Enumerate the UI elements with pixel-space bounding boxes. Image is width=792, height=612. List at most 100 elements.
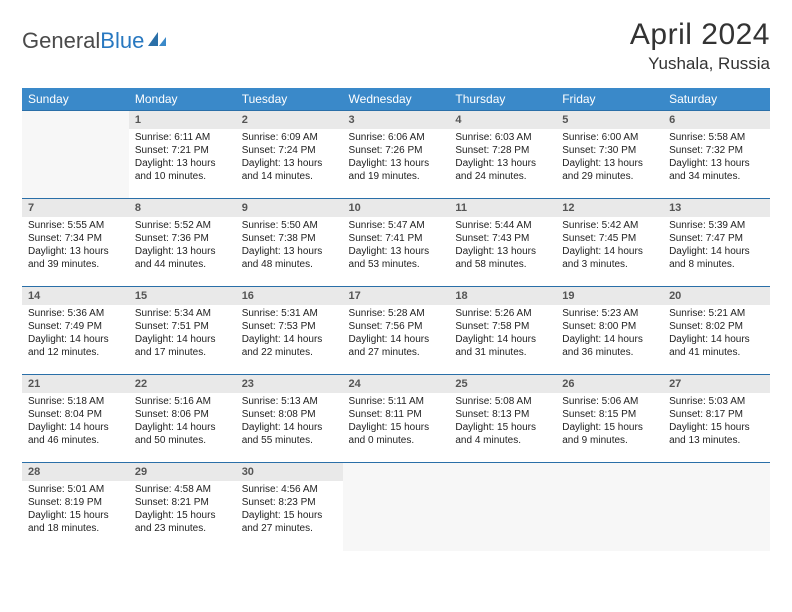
page-title: April 2024: [630, 18, 770, 52]
day-number: 21: [22, 375, 129, 393]
sunset: Sunset: 8:06 PM: [135, 408, 230, 421]
daylight: Daylight: 14 hours and 55 minutes.: [242, 421, 337, 447]
sunset: Sunset: 8:23 PM: [242, 496, 337, 509]
day-number: 20: [663, 287, 770, 305]
calendar-body: 1Sunrise: 6:11 AMSunset: 7:21 PMDaylight…: [22, 111, 770, 551]
sunrise: Sunrise: 5:16 AM: [135, 395, 230, 408]
sunset: Sunset: 7:41 PM: [349, 232, 444, 245]
sunrise: Sunrise: 6:06 AM: [349, 131, 444, 144]
day-number: 13: [663, 199, 770, 217]
sunset: Sunset: 8:19 PM: [28, 496, 123, 509]
sunset: Sunset: 7:45 PM: [562, 232, 657, 245]
daylight: Daylight: 13 hours and 19 minutes.: [349, 157, 444, 183]
day-body: Sunrise: 5:03 AMSunset: 8:17 PMDaylight:…: [663, 393, 770, 451]
sunset: Sunset: 8:21 PM: [135, 496, 230, 509]
sunrise: Sunrise: 5:39 AM: [669, 219, 764, 232]
day-body: Sunrise: 5:08 AMSunset: 8:13 PMDaylight:…: [449, 393, 556, 451]
day-body: Sunrise: 5:01 AMSunset: 8:19 PMDaylight:…: [22, 481, 129, 539]
sunset: Sunset: 7:47 PM: [669, 232, 764, 245]
calendar-table: SundayMondayTuesdayWednesdayThursdayFrid…: [22, 88, 770, 551]
calendar-cell: 28Sunrise: 5:01 AMSunset: 8:19 PMDayligh…: [22, 463, 129, 551]
day-body: Sunrise: 5:36 AMSunset: 7:49 PMDaylight:…: [22, 305, 129, 363]
daylight: Daylight: 14 hours and 3 minutes.: [562, 245, 657, 271]
sunset: Sunset: 8:08 PM: [242, 408, 337, 421]
weekday-header: Friday: [556, 88, 663, 111]
day-number: 25: [449, 375, 556, 393]
daylight: Daylight: 14 hours and 22 minutes.: [242, 333, 337, 359]
sunrise: Sunrise: 5:08 AM: [455, 395, 550, 408]
daylight: Daylight: 14 hours and 8 minutes.: [669, 245, 764, 271]
sunrise: Sunrise: 5:34 AM: [135, 307, 230, 320]
sunrise: Sunrise: 5:52 AM: [135, 219, 230, 232]
daylight: Daylight: 13 hours and 48 minutes.: [242, 245, 337, 271]
sunrise: Sunrise: 5:26 AM: [455, 307, 550, 320]
day-number: 8: [129, 199, 236, 217]
day-number: 27: [663, 375, 770, 393]
day-body: Sunrise: 5:34 AMSunset: 7:51 PMDaylight:…: [129, 305, 236, 363]
sunset: Sunset: 8:11 PM: [349, 408, 444, 421]
sunrise: Sunrise: 4:56 AM: [242, 483, 337, 496]
calendar-cell: 9Sunrise: 5:50 AMSunset: 7:38 PMDaylight…: [236, 199, 343, 287]
sunrise: Sunrise: 5:28 AM: [349, 307, 444, 320]
sunrise: Sunrise: 5:47 AM: [349, 219, 444, 232]
daylight: Daylight: 15 hours and 9 minutes.: [562, 421, 657, 447]
daylight: Daylight: 13 hours and 44 minutes.: [135, 245, 230, 271]
sunset: Sunset: 7:56 PM: [349, 320, 444, 333]
calendar-cell: 30Sunrise: 4:56 AMSunset: 8:23 PMDayligh…: [236, 463, 343, 551]
daylight: Daylight: 14 hours and 31 minutes.: [455, 333, 550, 359]
sunrise: Sunrise: 5:21 AM: [669, 307, 764, 320]
calendar-cell: 12Sunrise: 5:42 AMSunset: 7:45 PMDayligh…: [556, 199, 663, 287]
weekday-header: Sunday: [22, 88, 129, 111]
daylight: Daylight: 15 hours and 0 minutes.: [349, 421, 444, 447]
day-body: Sunrise: 5:06 AMSunset: 8:15 PMDaylight:…: [556, 393, 663, 451]
sunset: Sunset: 7:43 PM: [455, 232, 550, 245]
day-body: Sunrise: 6:11 AMSunset: 7:21 PMDaylight:…: [129, 129, 236, 187]
day-body: Sunrise: 5:31 AMSunset: 7:53 PMDaylight:…: [236, 305, 343, 363]
logo-text-1: General: [22, 28, 100, 54]
sunrise: Sunrise: 5:31 AM: [242, 307, 337, 320]
day-number: 4: [449, 111, 556, 129]
day-body: Sunrise: 4:58 AMSunset: 8:21 PMDaylight:…: [129, 481, 236, 539]
daylight: Daylight: 15 hours and 18 minutes.: [28, 509, 123, 535]
calendar-row: 7Sunrise: 5:55 AMSunset: 7:34 PMDaylight…: [22, 199, 770, 287]
day-number: 1: [129, 111, 236, 129]
day-number: 17: [343, 287, 450, 305]
weekday-header: Thursday: [449, 88, 556, 111]
day-body: Sunrise: 5:42 AMSunset: 7:45 PMDaylight:…: [556, 217, 663, 275]
calendar-cell: 27Sunrise: 5:03 AMSunset: 8:17 PMDayligh…: [663, 375, 770, 463]
sunrise: Sunrise: 6:00 AM: [562, 131, 657, 144]
daylight: Daylight: 15 hours and 27 minutes.: [242, 509, 337, 535]
calendar-cell: 15Sunrise: 5:34 AMSunset: 7:51 PMDayligh…: [129, 287, 236, 375]
calendar-cell: [343, 463, 450, 551]
sunset: Sunset: 7:34 PM: [28, 232, 123, 245]
daylight: Daylight: 14 hours and 46 minutes.: [28, 421, 123, 447]
day-body: Sunrise: 6:00 AMSunset: 7:30 PMDaylight:…: [556, 129, 663, 187]
daylight: Daylight: 14 hours and 17 minutes.: [135, 333, 230, 359]
sunset: Sunset: 8:15 PM: [562, 408, 657, 421]
day-body: Sunrise: 5:47 AMSunset: 7:41 PMDaylight:…: [343, 217, 450, 275]
day-number: 14: [22, 287, 129, 305]
calendar-cell: 26Sunrise: 5:06 AMSunset: 8:15 PMDayligh…: [556, 375, 663, 463]
day-body: Sunrise: 5:52 AMSunset: 7:36 PMDaylight:…: [129, 217, 236, 275]
header: GeneralBlue April 2024 Yushala, Russia: [22, 18, 770, 74]
day-number: 12: [556, 199, 663, 217]
calendar-cell: 2Sunrise: 6:09 AMSunset: 7:24 PMDaylight…: [236, 111, 343, 199]
calendar-row: 14Sunrise: 5:36 AMSunset: 7:49 PMDayligh…: [22, 287, 770, 375]
sunrise: Sunrise: 5:44 AM: [455, 219, 550, 232]
calendar-cell: 10Sunrise: 5:47 AMSunset: 7:41 PMDayligh…: [343, 199, 450, 287]
day-body: Sunrise: 5:23 AMSunset: 8:00 PMDaylight:…: [556, 305, 663, 363]
day-body: Sunrise: 5:21 AMSunset: 8:02 PMDaylight:…: [663, 305, 770, 363]
day-number: 30: [236, 463, 343, 481]
daylight: Daylight: 13 hours and 53 minutes.: [349, 245, 444, 271]
day-body: Sunrise: 5:39 AMSunset: 7:47 PMDaylight:…: [663, 217, 770, 275]
day-number: 7: [22, 199, 129, 217]
sunrise: Sunrise: 5:13 AM: [242, 395, 337, 408]
calendar-cell: 24Sunrise: 5:11 AMSunset: 8:11 PMDayligh…: [343, 375, 450, 463]
weekday-header: Tuesday: [236, 88, 343, 111]
day-body: Sunrise: 4:56 AMSunset: 8:23 PMDaylight:…: [236, 481, 343, 539]
calendar-row: 21Sunrise: 5:18 AMSunset: 8:04 PMDayligh…: [22, 375, 770, 463]
calendar-cell: 18Sunrise: 5:26 AMSunset: 7:58 PMDayligh…: [449, 287, 556, 375]
daylight: Daylight: 14 hours and 41 minutes.: [669, 333, 764, 359]
sunset: Sunset: 8:17 PM: [669, 408, 764, 421]
sunrise: Sunrise: 5:42 AM: [562, 219, 657, 232]
